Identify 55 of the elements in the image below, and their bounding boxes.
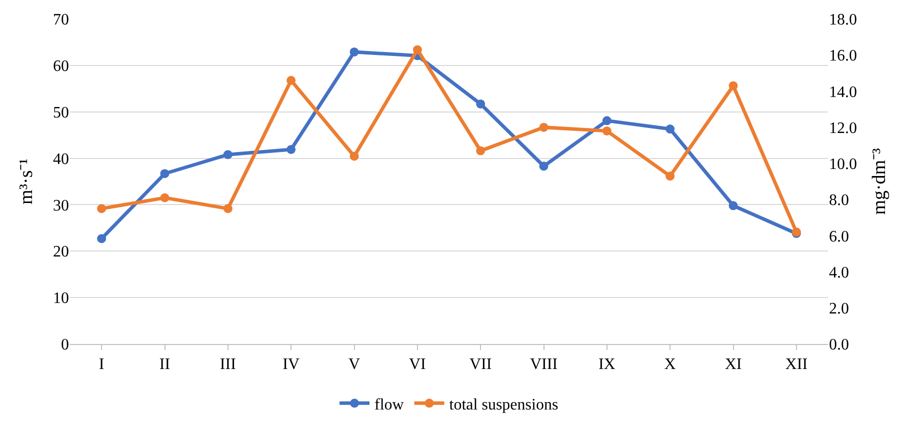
y2-tick-label: 0.0: [829, 336, 849, 354]
point: [160, 193, 170, 202]
y2-tick-label: 16.0: [829, 48, 857, 65]
point: [539, 162, 548, 171]
x-tick-label: X: [664, 356, 676, 374]
point: [286, 144, 296, 154]
point: [350, 47, 359, 56]
x-tick-label: VI: [408, 356, 426, 374]
point: [223, 204, 232, 214]
point: [602, 116, 612, 126]
point: [602, 126, 612, 136]
point: [539, 122, 548, 132]
y2-tick-label: 14.0: [829, 84, 857, 101]
y-tick-label: 10: [53, 290, 69, 308]
x-tick-label: XII: [785, 356, 808, 374]
x-tick-label: VIII: [530, 356, 558, 374]
x-tick-label: VII: [469, 356, 492, 374]
y2-axis-title: mg·dm⁻³: [868, 148, 890, 215]
y-tick-label: 60: [53, 58, 69, 76]
point: [286, 76, 296, 85]
y2-tick-label: 12.0: [829, 120, 857, 137]
x-tick-label: V: [348, 356, 360, 374]
x-tick-label: XI: [724, 356, 742, 374]
x-tick-label: IV: [282, 356, 300, 374]
y2-tick-label: 18.0: [829, 12, 857, 29]
point: [160, 169, 170, 178]
y2-tick-label: 6.0: [829, 228, 849, 246]
legend-label: total suspensions: [449, 396, 558, 414]
y2-tick-label: 4.0: [829, 264, 849, 282]
y-axis-title: m³·s⁻¹: [16, 158, 37, 204]
x-tick-label: II: [159, 356, 170, 374]
y-tick-label: 40: [53, 150, 69, 168]
point: [350, 152, 359, 161]
x-tick-label: IX: [598, 356, 616, 374]
point: [97, 234, 106, 244]
x-tick-label: I: [98, 356, 104, 374]
y2-tick-label: 8.0: [829, 192, 849, 210]
point: [666, 124, 675, 134]
y2-tick-label: 2.0: [829, 300, 849, 318]
y-tick-label: 20: [53, 244, 69, 261]
y-tick-label: 50: [53, 104, 69, 122]
point: [728, 81, 738, 90]
point: [666, 172, 675, 181]
point: [476, 99, 486, 108]
point: [476, 146, 486, 156]
y2-tick-label: 10.0: [829, 156, 857, 174]
y-tick-label: 70: [53, 12, 69, 29]
point: [412, 45, 422, 54]
y-tick-label: 0: [61, 336, 69, 354]
legend-label: flow: [374, 396, 404, 414]
point: [728, 201, 738, 210]
x-tick-label: III: [220, 356, 236, 374]
y-tick-label: 30: [53, 197, 69, 214]
point: [223, 150, 232, 160]
point: [97, 204, 106, 214]
